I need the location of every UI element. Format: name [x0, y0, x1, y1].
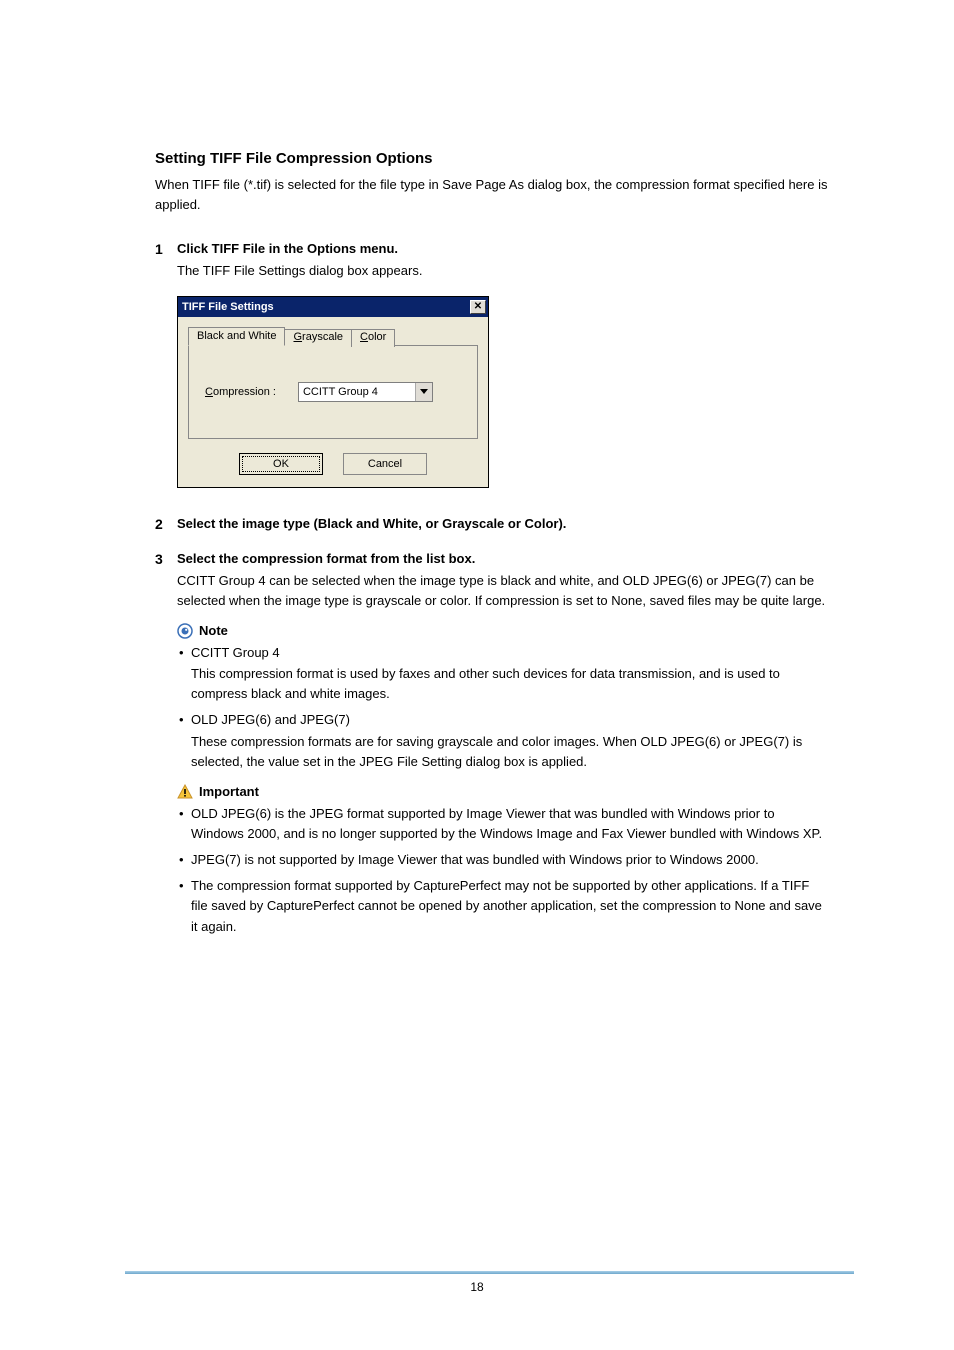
note-item-body: This compression format is used by faxes… [191, 664, 829, 704]
tab-grayscale[interactable]: Grayscale [285, 329, 352, 347]
tab-color[interactable]: Color [352, 329, 395, 347]
important-item: OLD JPEG(6) is the JPEG format supported… [177, 804, 829, 844]
tab-strip: Black and White Grayscale Color [188, 327, 478, 345]
dialog-title: TIFF File Settings [182, 301, 470, 313]
tab-grayscale-accel: G [293, 331, 302, 343]
compression-combobox[interactable]: CCITT Group 4 [298, 382, 433, 402]
important-item: The compression format supported by Capt… [177, 876, 829, 936]
important-callout: Important OLD JPEG(6) is the JPEG format… [177, 784, 829, 937]
important-label: Important [199, 784, 259, 799]
step-heading: Select the image type (Black and White, … [177, 514, 829, 534]
step-text: The TIFF File Settings dialog box appear… [177, 261, 829, 281]
step-2: 2 Select the image type (Black and White… [155, 514, 829, 535]
step-number: 3 [155, 549, 177, 611]
note-list: CCITT Group 4 This compression format is… [177, 643, 829, 772]
note-item: OLD JPEG(6) and JPEG(7) These compressio… [177, 710, 829, 771]
dialog-body: Black and White Grayscale Color Compress… [178, 317, 488, 487]
close-icon[interactable]: ✕ [470, 300, 486, 314]
important-icon [177, 784, 193, 800]
step-heading: Select the compression format from the l… [177, 549, 829, 569]
step-number: 1 [155, 239, 177, 281]
tiff-settings-dialog: TIFF File Settings ✕ Black and White Gra… [177, 296, 489, 488]
compression-label: Compression : [205, 386, 276, 398]
note-callout: Note CCITT Group 4 This compression form… [177, 623, 829, 772]
step-3: 3 Select the compression format from the… [155, 549, 829, 611]
important-list: OLD JPEG(6) is the JPEG format supported… [177, 804, 829, 937]
dialog-titlebar: TIFF File Settings ✕ [178, 297, 488, 317]
footer-rule [125, 1271, 854, 1274]
note-label: Note [199, 623, 228, 638]
intro-text: When TIFF file (*.tif) is selected for t… [155, 175, 829, 215]
compression-row: Compression : CCITT Group 4 [205, 382, 461, 402]
note-item: CCITT Group 4 This compression format is… [177, 643, 829, 704]
note-item-title: OLD JPEG(6) and JPEG(7) [191, 712, 350, 727]
step-1: 1 Click TIFF File in the Options menu. T… [155, 239, 829, 281]
tab-black-and-white[interactable]: Black and White [188, 327, 285, 346]
step-heading: Click TIFF File in the Options menu. [177, 239, 829, 259]
tab-color-rest: olor [368, 331, 386, 343]
compression-label-rest: ompression : [213, 386, 276, 398]
note-item-body: These compression formats are for saving… [191, 732, 829, 772]
important-item: JPEG(7) is not supported by Image Viewer… [177, 850, 829, 870]
dialog-buttons: OK Cancel [188, 453, 478, 475]
page-number: 18 [0, 1280, 954, 1294]
step-text: CCITT Group 4 can be selected when the i… [177, 571, 829, 611]
step-number: 2 [155, 514, 177, 535]
ok-button[interactable]: OK [239, 453, 323, 475]
tab-panel: Compression : CCITT Group 4 [188, 345, 478, 439]
tab-color-accel: C [360, 331, 368, 343]
note-head: Note [177, 623, 829, 639]
section-title: Setting TIFF File Compression Options [155, 150, 829, 167]
tab-grayscale-rest: rayscale [302, 331, 343, 343]
note-item-title: CCITT Group 4 [191, 645, 280, 660]
chevron-down-icon[interactable] [415, 383, 432, 401]
page: Setting TIFF File Compression Options Wh… [0, 0, 954, 1350]
cancel-button[interactable]: Cancel [343, 453, 427, 475]
note-icon [177, 623, 193, 639]
compression-label-accel: C [205, 386, 213, 398]
important-head: Important [177, 784, 829, 800]
compression-value: CCITT Group 4 [299, 386, 415, 398]
